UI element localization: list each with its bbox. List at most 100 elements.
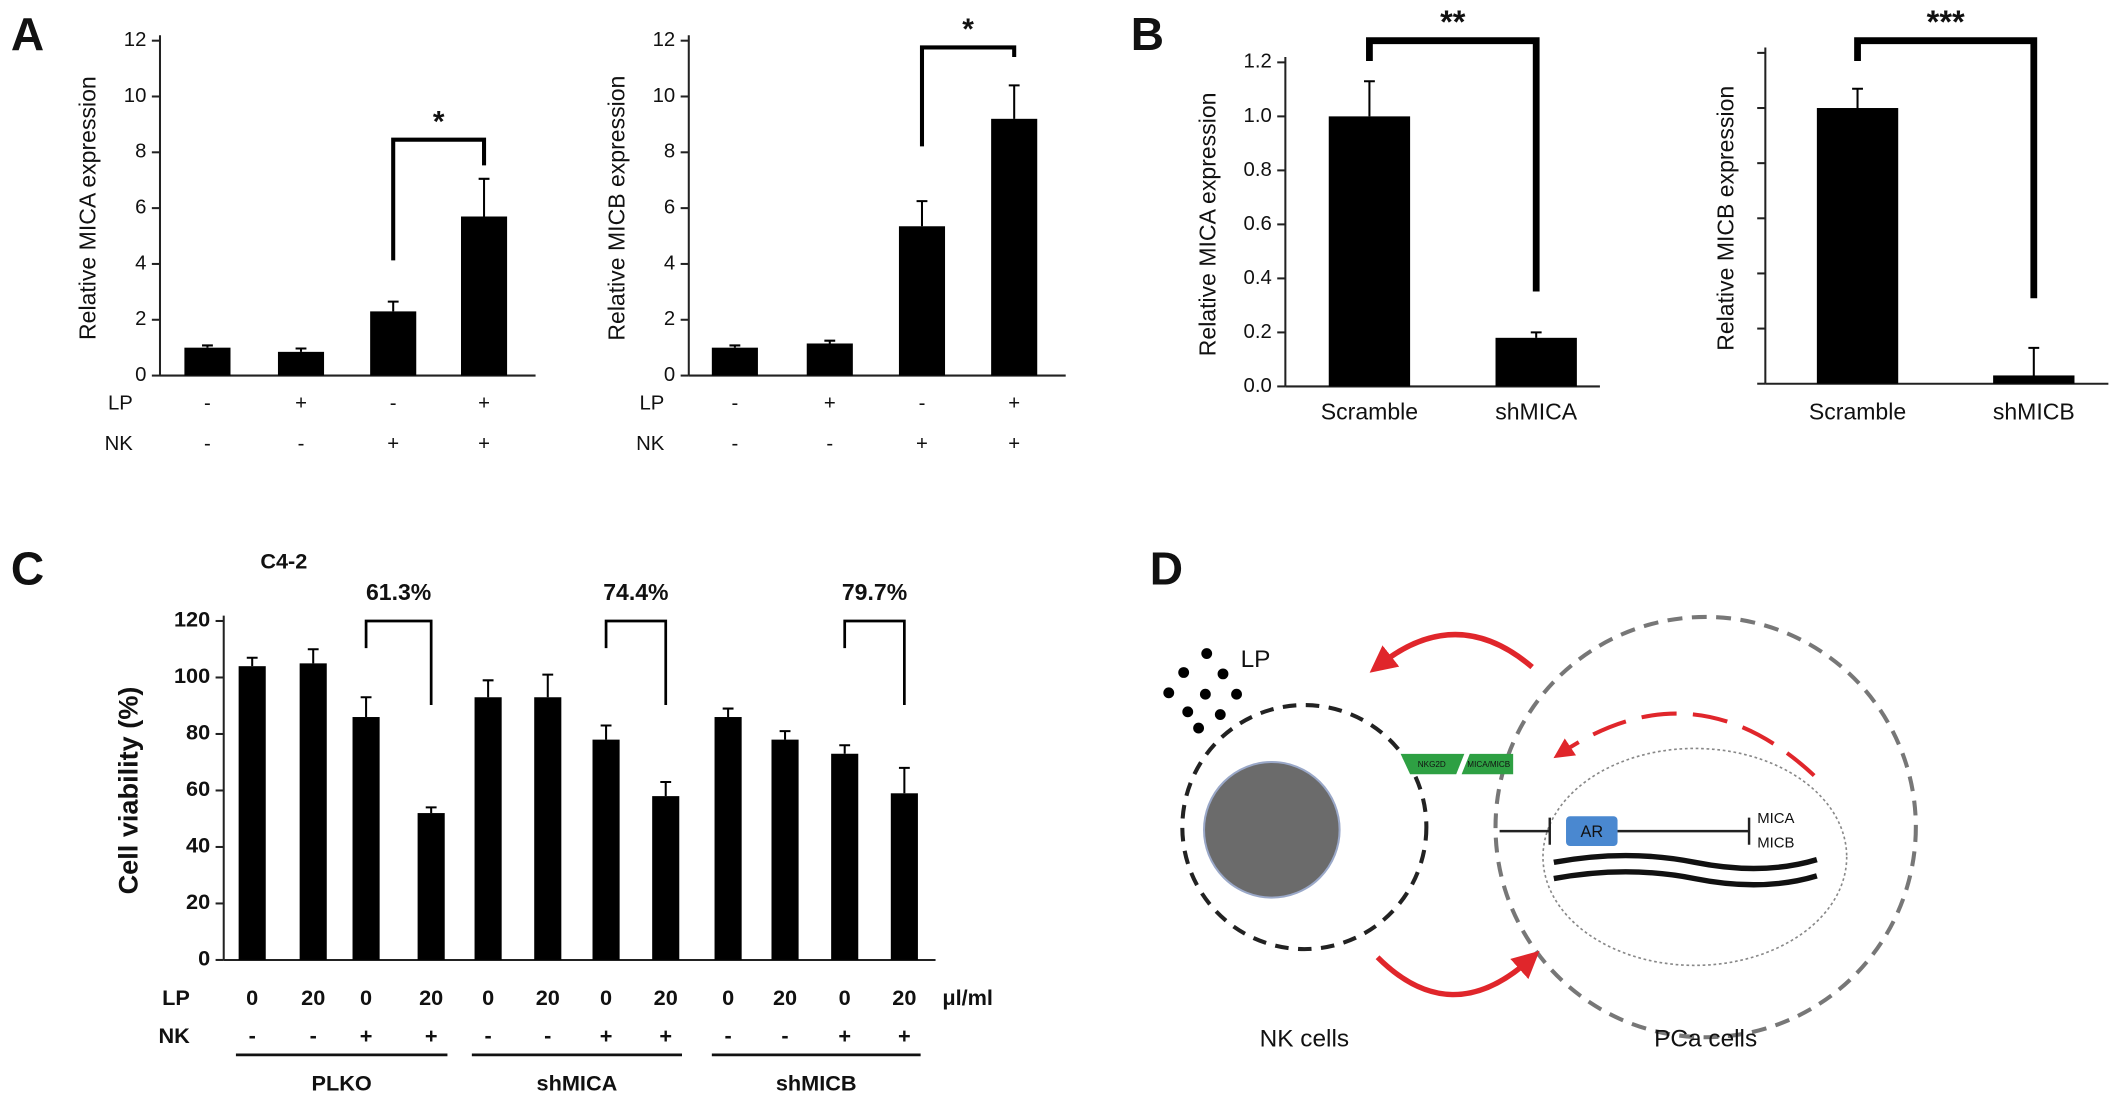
- significance-bracket: [604, 619, 668, 706]
- pca-cell: [1493, 614, 1918, 1040]
- target-label: MICA: [1757, 811, 1794, 827]
- row-value: 0: [600, 985, 612, 1010]
- ligand-label: LP: [1241, 646, 1271, 673]
- row-value: 0: [246, 985, 258, 1010]
- row-value: -: [310, 1023, 317, 1048]
- y-tick-label: 120: [174, 607, 210, 632]
- error-bar: [722, 707, 734, 718]
- bar: [890, 793, 918, 960]
- bar: [831, 753, 859, 960]
- y-tick-label: 10: [653, 85, 676, 107]
- group-label: shMICA: [537, 1070, 618, 1095]
- row-value: 20: [419, 985, 443, 1010]
- pca-nucleus: [1542, 747, 1848, 967]
- row-value: -: [204, 392, 211, 414]
- annotation: 74.4%: [603, 579, 668, 605]
- bar: [277, 351, 325, 376]
- y-tick-label: 0.0: [1244, 375, 1272, 397]
- receptor-label: NKG2D: [1418, 760, 1446, 769]
- annotation: 61.3%: [366, 579, 431, 605]
- bar: [184, 347, 231, 376]
- error-bar: [202, 344, 213, 348]
- error-bar: [916, 200, 928, 227]
- target-label: MICB: [1757, 835, 1794, 851]
- y-tick-label: 8: [664, 141, 675, 163]
- y-tick-label: 12: [124, 29, 147, 51]
- significance-bracket: [364, 619, 433, 706]
- row-value: 0: [839, 985, 851, 1010]
- row-value: +: [824, 392, 836, 414]
- annotation: *: [962, 13, 974, 46]
- significance-bracket: [843, 619, 906, 706]
- x-tick-label: shMICB: [1993, 399, 2075, 425]
- bar: [652, 796, 680, 960]
- y-axis-label: Relative MICA expression: [75, 76, 101, 340]
- row-value: -: [204, 433, 211, 455]
- row-value: -: [731, 433, 738, 455]
- row-label: NK: [158, 1023, 190, 1048]
- error-bar: [307, 648, 319, 664]
- row-value: -: [298, 433, 305, 455]
- error-bar: [1852, 87, 1863, 109]
- row-value: -: [826, 433, 833, 455]
- row-value: +: [360, 1023, 373, 1048]
- nucleus: [1202, 760, 1341, 899]
- y-tick-label: 2: [135, 308, 146, 330]
- bar: [534, 697, 562, 960]
- row-value: +: [1008, 392, 1020, 414]
- cell-label: NK cells: [1260, 1025, 1349, 1052]
- y-tick-label: 4: [664, 252, 675, 274]
- row-value: 0: [360, 985, 372, 1010]
- row-value: +: [838, 1023, 851, 1048]
- y-tick-label: 8: [135, 141, 146, 163]
- y-tick-label: 0.4: [1244, 267, 1272, 289]
- arrow-feedback: [1553, 711, 1816, 778]
- error-bar: [1530, 331, 1542, 338]
- row-label: LP: [639, 392, 664, 414]
- y-tick-label: 20: [186, 889, 210, 914]
- y-tick-label: 60: [186, 776, 210, 801]
- y-tick-label: 12: [653, 29, 676, 51]
- panel-label: B: [1131, 8, 1164, 60]
- error-bar: [729, 344, 741, 348]
- inhibition-lines: [1499, 817, 1751, 845]
- subtitle: C4-2: [260, 548, 307, 573]
- row-value: -: [919, 392, 926, 414]
- row-value: +: [295, 392, 307, 414]
- bar: [714, 717, 742, 960]
- ligand-shape: [1461, 753, 1514, 775]
- bar: [417, 813, 445, 960]
- row-label: NK: [636, 433, 665, 455]
- y-tick-label: 6: [664, 197, 675, 219]
- row-value: +: [478, 433, 490, 455]
- y-tick-label: 6: [135, 197, 146, 219]
- group-label: PLKO: [312, 1070, 372, 1095]
- bar: [1328, 116, 1411, 387]
- y-tick-label: 0: [664, 364, 675, 386]
- cell-label: PCa cells: [1654, 1025, 1757, 1052]
- bar: [592, 739, 620, 960]
- row-value: +: [898, 1023, 911, 1048]
- error-bar: [824, 339, 836, 344]
- row-label: NK: [105, 433, 134, 455]
- significance-bracket: [919, 45, 1017, 147]
- y-tick-label: 0.2: [1244, 321, 1272, 343]
- row-value: 20: [892, 985, 916, 1010]
- diagram: D LP NKG2D MICA/MICB AR MICA MICB NK cel…: [1150, 542, 1918, 1052]
- row-value: 20: [773, 985, 797, 1010]
- arrow-bottom: [1375, 950, 1540, 998]
- error-bar: [246, 656, 258, 667]
- y-tick-label: 2: [664, 308, 675, 330]
- error-bar: [295, 347, 307, 352]
- row-value: 20: [301, 985, 325, 1010]
- row-value: 20: [536, 985, 560, 1010]
- significance-bracket: [1854, 37, 2038, 299]
- error-bar: [898, 766, 910, 794]
- row-value: +: [1008, 433, 1020, 455]
- row-value: +: [600, 1023, 613, 1048]
- group-label: shMICB: [776, 1070, 857, 1095]
- error-bar: [1008, 84, 1020, 119]
- x-tick-label: shMICA: [1495, 399, 1578, 425]
- y-tick-label: 80: [186, 720, 210, 745]
